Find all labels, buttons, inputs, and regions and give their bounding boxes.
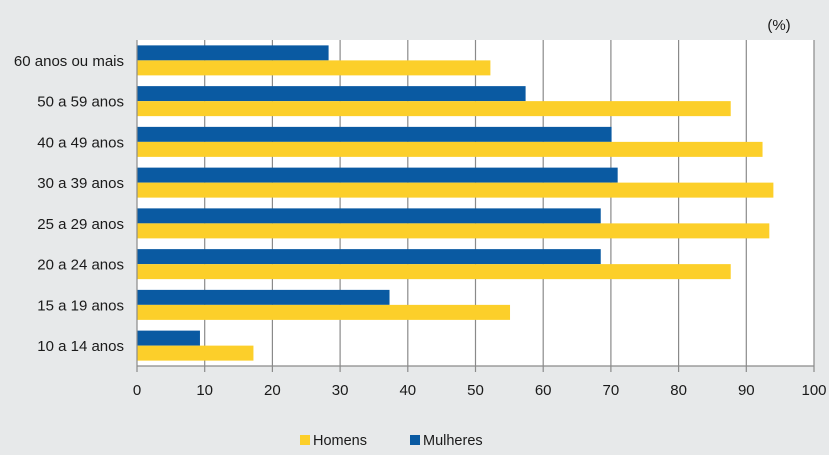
category-labels: 60 anos ou mais 50 a 59 anos 40 a 49 anos 3…: [14, 53, 124, 355]
x-tick-label: 90: [738, 382, 755, 399]
legend-swatch-mulheres: [410, 435, 420, 445]
bar-homens-25-a-29-anos: [137, 223, 770, 239]
unit-label: (%): [767, 17, 790, 34]
bar-homens-15-a-19-anos: [137, 304, 511, 320]
x-tick-label: 80: [670, 382, 687, 399]
category-label: 20 a 24 anos: [37, 257, 124, 274]
category-label: 25 a 29 anos: [37, 216, 124, 233]
category-label: 60 anos ou mais: [14, 53, 124, 70]
bar-homens-60-anos-ou-mais: [137, 60, 491, 76]
x-tick-label: 70: [603, 382, 620, 399]
bar-homens-10-a-14-anos: [137, 345, 254, 361]
category-label: 10 a 14 anos: [37, 338, 124, 355]
bar-mulheres-10-a-14-anos: [137, 330, 200, 346]
x-tick-label: 30: [332, 382, 349, 399]
bar-mulheres-60-anos-ou-mais: [137, 45, 329, 61]
legend-label-mulheres: Mulheres: [423, 433, 483, 449]
category-label: 50 a 59 anos: [37, 94, 124, 111]
bar-mulheres-15-a-19-anos: [137, 289, 390, 305]
x-tick-label: 60: [535, 382, 552, 399]
x-tick-label: 10: [196, 382, 213, 399]
bar-homens-30-a-39-anos: [137, 182, 774, 198]
bar-mulheres-40-a-49-anos: [137, 126, 612, 142]
bar-mulheres-25-a-29-anos: [137, 208, 601, 224]
bar-mulheres-50-a-59-anos: [137, 86, 526, 102]
bar-homens-50-a-59-anos: [137, 101, 731, 117]
legend-swatch-homens: [300, 435, 310, 445]
category-label: 30 a 39 anos: [37, 175, 124, 192]
bars: [137, 45, 774, 361]
bar-mulheres-30-a-39-anos: [137, 167, 618, 183]
bar-homens-40-a-49-anos: [137, 141, 763, 157]
category-label: 15 a 19 anos: [37, 297, 124, 314]
x-axis: 0 10 20 30 40 50 60 70 80 90 100: [133, 40, 827, 399]
x-tick-label: 0: [133, 382, 141, 399]
x-tick-label: 50: [467, 382, 484, 399]
legend: Homens Mulheres: [300, 433, 483, 449]
bar-mulheres-20-a-24-anos: [137, 249, 601, 265]
x-tick-label: 100: [801, 382, 826, 399]
legend-label-homens: Homens: [313, 433, 367, 449]
category-label: 40 a 49 anos: [37, 134, 124, 151]
x-tick-label: 40: [399, 382, 416, 399]
bar-homens-20-a-24-anos: [137, 264, 731, 280]
x-tick-label: 20: [264, 382, 281, 399]
